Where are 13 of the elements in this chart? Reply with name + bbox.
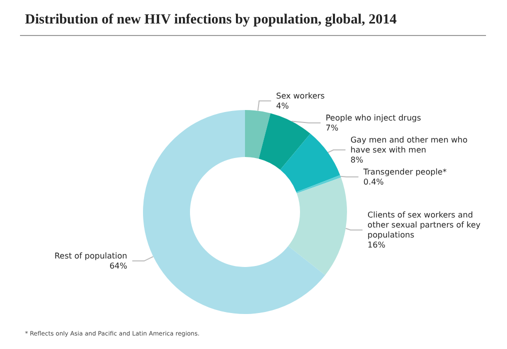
data-label: 7% [326,123,339,132]
slice-label: Gay men and other men who have sex with men [350,135,470,154]
slice-label: People who inject drugs [326,113,422,122]
slice-label: Sex workers [276,91,325,100]
data-label: 0.4% [363,177,384,186]
slice-label: Clients of sex workers and other sexual partners of key populations [368,210,484,240]
chart-title: Distribution of new HIV infections by population, global, 2014 [25,12,397,28]
data-label: 16% [368,240,386,250]
data-label: 64% [109,261,128,270]
data-label: 8% [350,155,364,164]
slice-label: Rest of population [54,251,128,260]
data-label: 4% [276,101,290,110]
slice-label: Transgender people* [362,167,447,176]
